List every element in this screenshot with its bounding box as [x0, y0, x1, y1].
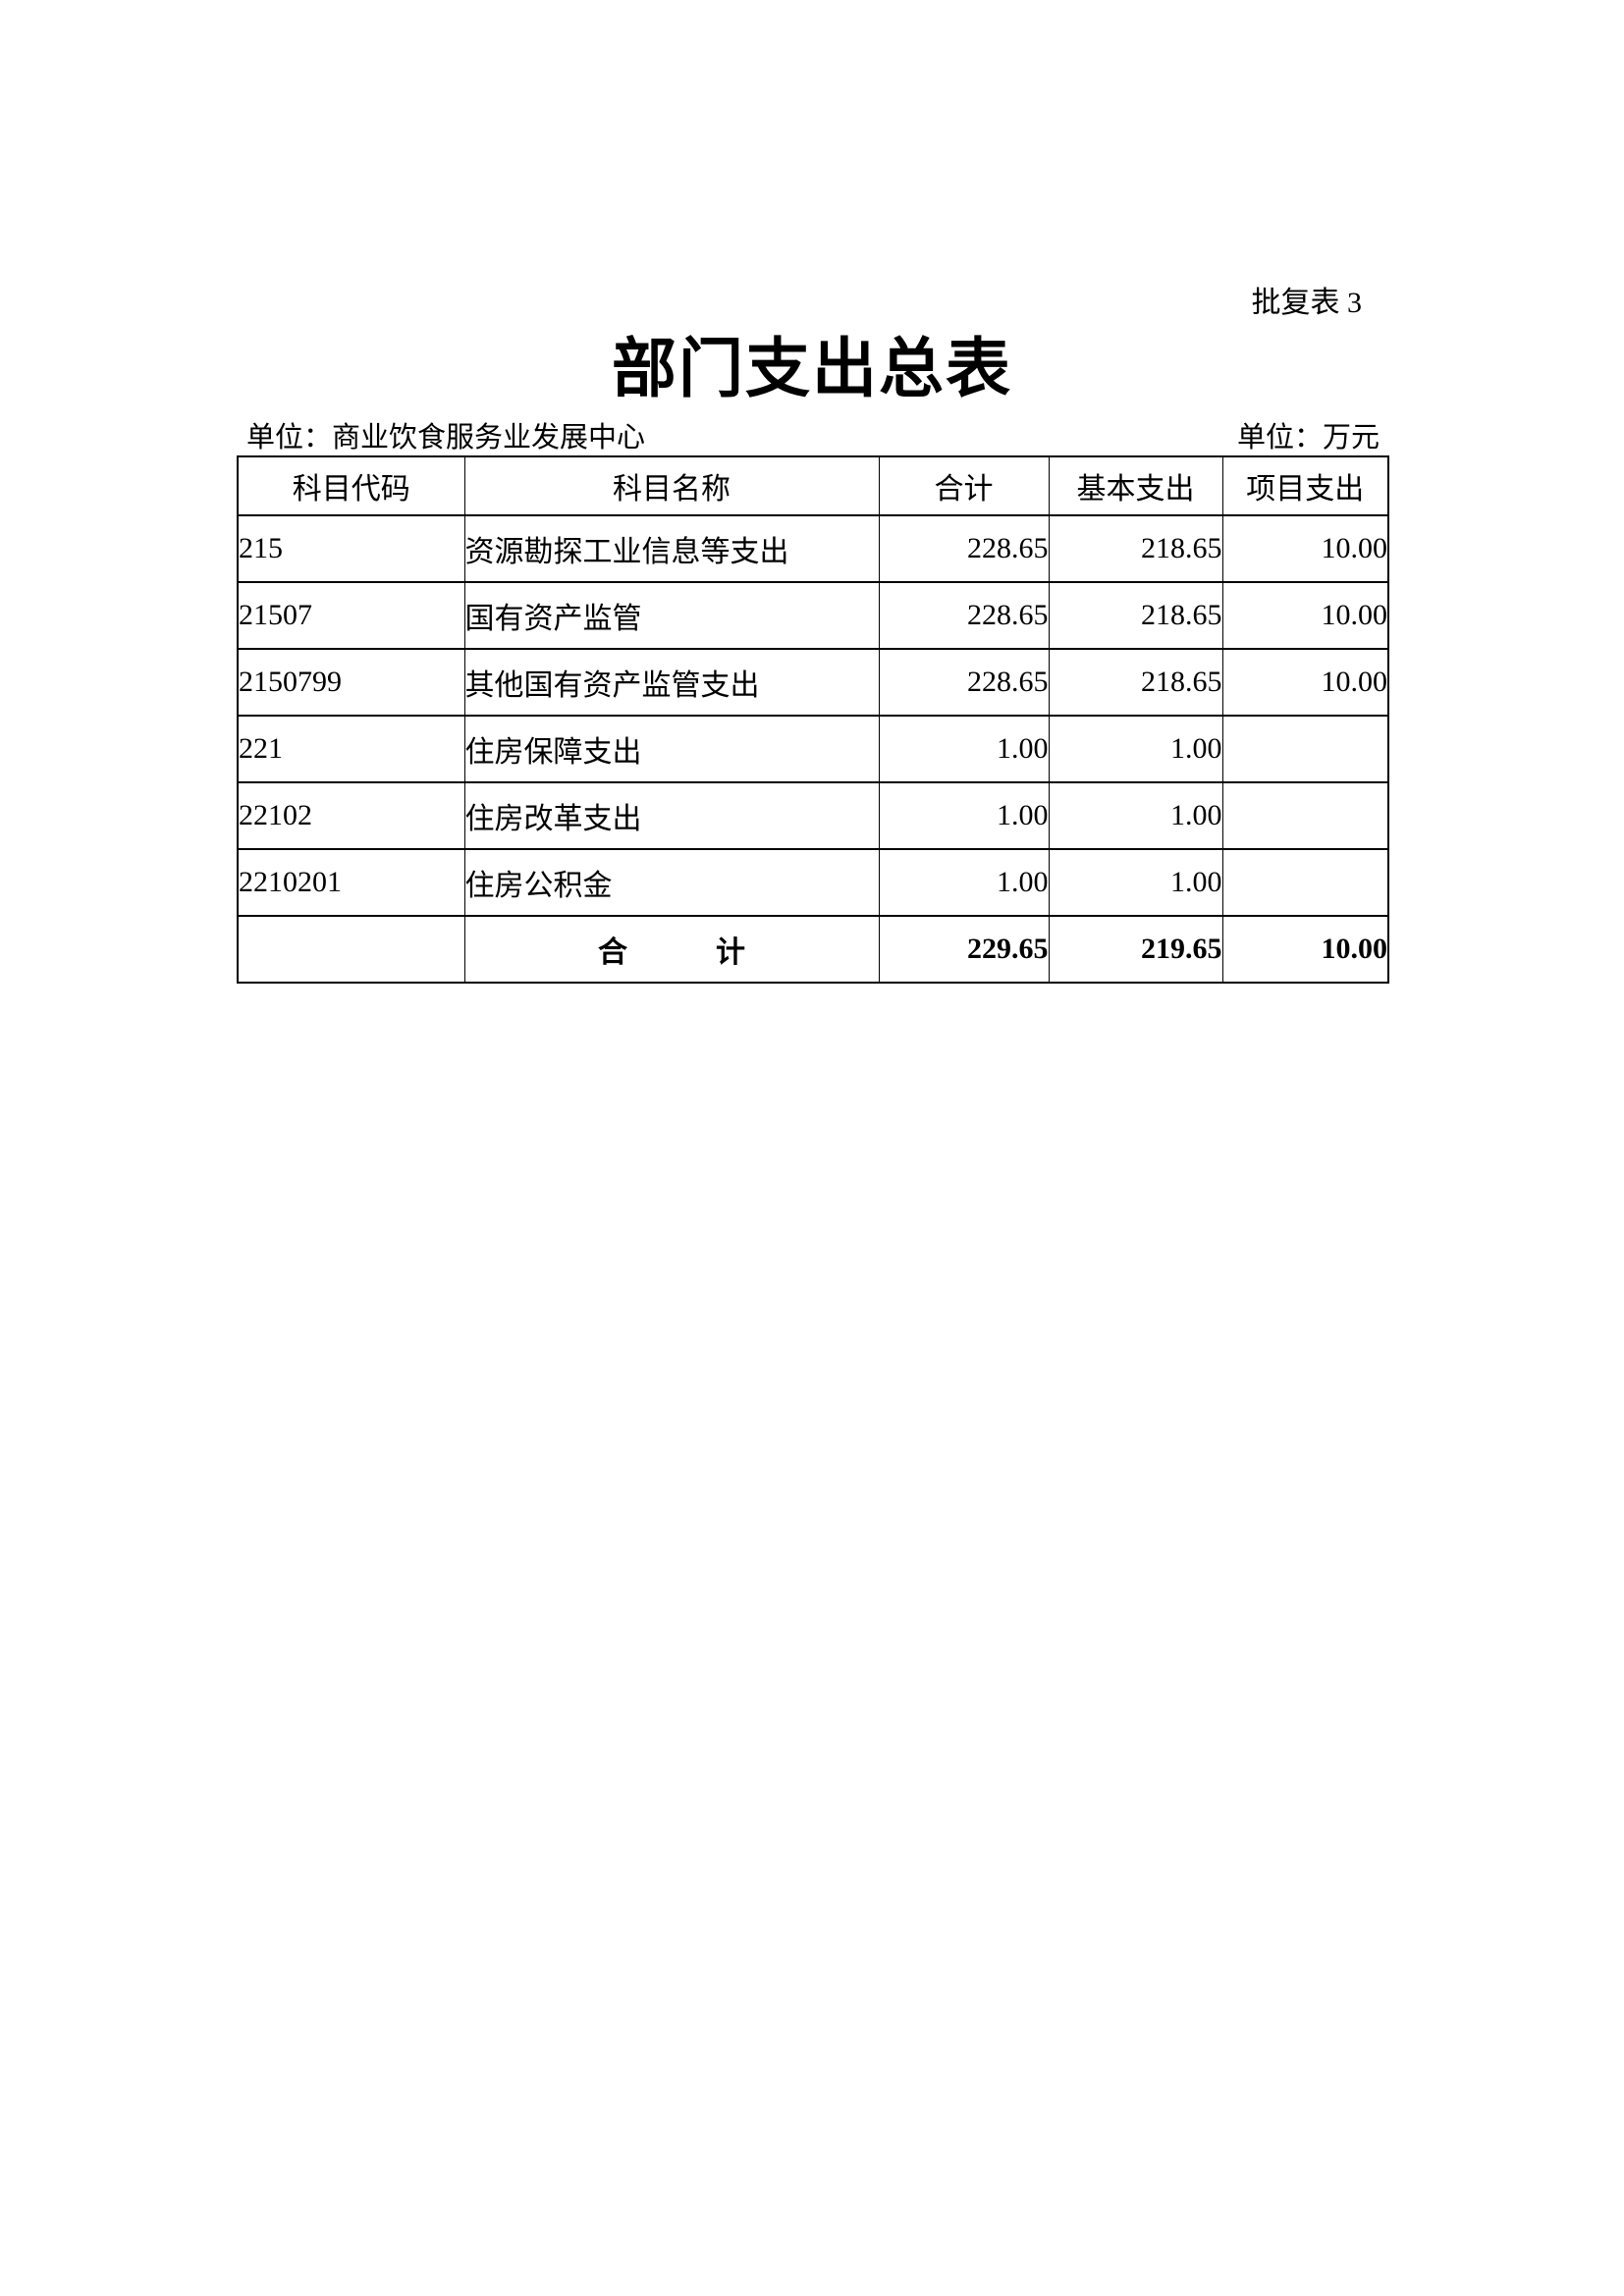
document-sheet: 批复表 3 部门支出总表 单位：商业饮食服务业发展中心 单位：万元 科目代码 科…: [237, 0, 1389, 984]
cell-subject-code: 2150799: [237, 648, 465, 717]
header-subject-code: 科目代码: [237, 455, 465, 516]
table-row: 2150799 其他国有资产监管支出 228.65 218.65 10.00: [237, 648, 1389, 717]
expense-table: 科目代码 科目名称 合计 基本支出 项目支出 215 资源勘探工业信息等支出 2…: [237, 455, 1389, 984]
cell-project-expense: 10.00: [1221, 648, 1389, 717]
cell-subject-code: 215: [237, 514, 465, 583]
unit-currency-label: 单位：万元: [1236, 422, 1380, 454]
table-row: 2210201 住房公积金 1.00 1.00: [237, 848, 1389, 917]
cell-basic-expense: 219.65: [1048, 915, 1223, 984]
cell-subject-code: [237, 915, 465, 984]
cell-subject-code: 21507: [237, 581, 465, 650]
header-total: 合计: [878, 455, 1050, 516]
cell-basic-expense: 218.65: [1048, 581, 1223, 650]
table-total-row: 合 计 229.65 219.65 10.00: [237, 915, 1389, 984]
cell-basic-expense: 1.00: [1048, 781, 1223, 850]
page-title: 部门支出总表: [612, 334, 1012, 405]
table-row: 221 住房保障支出 1.00 1.00: [237, 715, 1389, 783]
cell-subject-name: 合 计: [463, 915, 880, 984]
cell-total: 1.00: [878, 715, 1050, 783]
cell-total: 1.00: [878, 781, 1050, 850]
cell-project-expense: [1221, 715, 1389, 783]
cell-subject-name: 资源勘探工业信息等支出: [463, 514, 880, 583]
cell-subject-name: 住房公积金: [463, 848, 880, 917]
table-row: 215 资源勘探工业信息等支出 228.65 218.65 10.00: [237, 514, 1389, 583]
cell-basic-expense: 218.65: [1048, 648, 1223, 717]
cell-project-expense: [1221, 781, 1389, 850]
table-header-row: 科目代码 科目名称 合计 基本支出 项目支出: [237, 455, 1389, 516]
table-row: 22102 住房改革支出 1.00 1.00: [237, 781, 1389, 850]
header-subject-name: 科目名称: [463, 455, 880, 516]
cell-basic-expense: 218.65: [1048, 514, 1223, 583]
cell-subject-name: 住房保障支出: [463, 715, 880, 783]
cell-project-expense: 10.00: [1221, 581, 1389, 650]
table-row: 21507 国有资产监管 228.65 218.65 10.00: [237, 581, 1389, 650]
cell-subject-code: 22102: [237, 781, 465, 850]
cell-subject-name: 住房改革支出: [463, 781, 880, 850]
cell-subject-name: 国有资产监管: [463, 581, 880, 650]
cell-total: 229.65: [878, 915, 1050, 984]
cell-subject-code: 221: [237, 715, 465, 783]
corner-label: 批复表 3: [1251, 287, 1363, 319]
unit-line: 单位：商业饮食服务业发展中心 单位：万元: [237, 422, 1387, 454]
cell-basic-expense: 1.00: [1048, 715, 1223, 783]
cell-total: 228.65: [878, 514, 1050, 583]
cell-project-expense: 10.00: [1221, 915, 1389, 984]
unit-name-label: 单位：商业饮食服务业发展中心: [246, 422, 646, 454]
cell-subject-code: 2210201: [237, 848, 465, 917]
cell-total: 1.00: [878, 848, 1050, 917]
cell-total: 228.65: [878, 581, 1050, 650]
cell-total: 228.65: [878, 648, 1050, 717]
cell-project-expense: [1221, 848, 1389, 917]
header-project-expense: 项目支出: [1221, 455, 1389, 516]
cell-subject-name: 其他国有资产监管支出: [463, 648, 880, 717]
cell-project-expense: 10.00: [1221, 514, 1389, 583]
cell-basic-expense: 1.00: [1048, 848, 1223, 917]
header-basic-expense: 基本支出: [1048, 455, 1223, 516]
